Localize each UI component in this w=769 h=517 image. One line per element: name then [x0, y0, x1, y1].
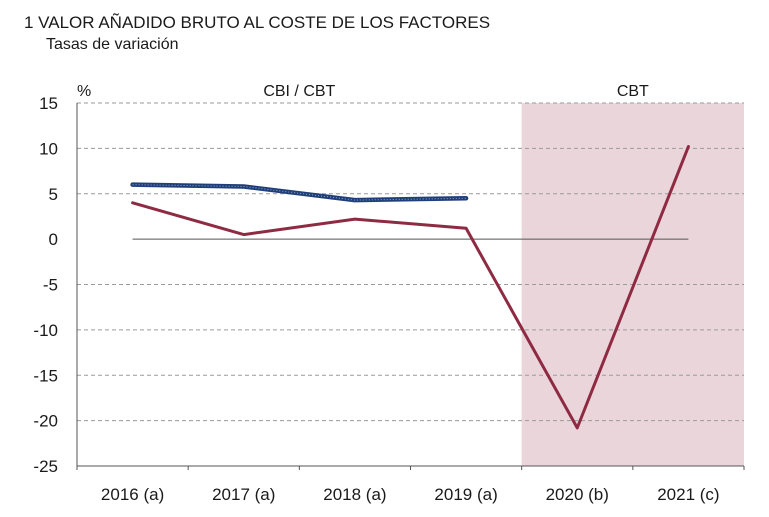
y-tick-label: -10	[33, 321, 58, 340]
chart-title: 1 VALOR AÑADIDO BRUTO AL COSTE DE LOS FA…	[24, 13, 491, 32]
region-label-cbt: CBT	[617, 83, 649, 100]
series-line-2	[131, 145, 690, 430]
labels-layer: 15 10 5 0 -5 -10 -15 -20 -25% 2016 (a) 2017 (a) 201…	[33, 83, 719, 504]
region-label-cbi-cbt: CBI / CBT	[263, 83, 335, 100]
y-tick-label: 15	[39, 94, 58, 113]
chart-subtitle: Tasas de variación	[46, 36, 179, 53]
chart-title-block: 1 VALOR AÑADIDO BRUTO AL COSTE DE LOS FA…	[24, 12, 490, 56]
y-tick-label: 10	[39, 139, 58, 158]
x-tick-label: 2018 (a)	[323, 485, 386, 504]
y-axis-unit-label: %	[77, 83, 91, 100]
series-layer	[130, 145, 690, 430]
x-tick-label: 2016 (a)	[101, 485, 164, 504]
axes	[76, 103, 745, 470]
y-tick-label: 0	[49, 230, 58, 249]
y-tick-label: -20	[33, 412, 58, 431]
x-tick-label: 2020 (b)	[546, 485, 609, 504]
y-tick-label: -15	[33, 366, 58, 385]
x-tick-label: 2017 (a)	[212, 485, 275, 504]
x-tick-label: 2021 (c)	[657, 485, 719, 504]
y-tick-label: -5	[43, 276, 58, 295]
x-tick-label: 2019 (a)	[434, 485, 497, 504]
y-tick-label: 5	[49, 185, 58, 204]
y-tick-label: -25	[33, 457, 58, 476]
series-line-1	[130, 182, 469, 203]
